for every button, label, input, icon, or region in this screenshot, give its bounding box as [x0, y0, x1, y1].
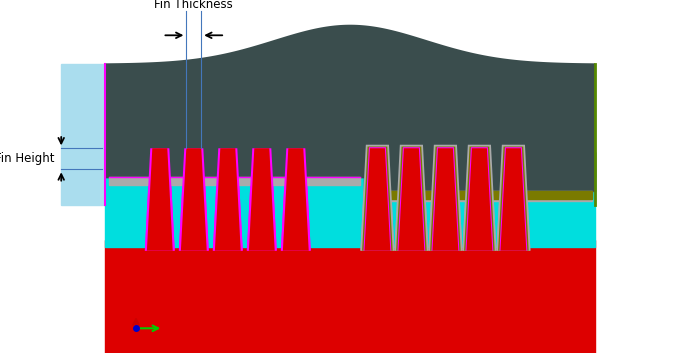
- Polygon shape: [249, 148, 275, 251]
- Polygon shape: [283, 148, 309, 251]
- Polygon shape: [364, 148, 390, 251]
- Polygon shape: [281, 146, 311, 251]
- Polygon shape: [466, 148, 492, 251]
- Bar: [105, 152, 364, 176]
- Bar: [105, 152, 357, 176]
- Polygon shape: [147, 148, 173, 251]
- Polygon shape: [213, 146, 243, 251]
- Polygon shape: [364, 148, 390, 251]
- Polygon shape: [432, 147, 460, 251]
- Bar: [364, 152, 595, 191]
- Polygon shape: [213, 148, 243, 251]
- Polygon shape: [428, 145, 462, 251]
- Polygon shape: [432, 148, 458, 251]
- Polygon shape: [362, 146, 392, 251]
- Polygon shape: [281, 148, 311, 251]
- Polygon shape: [247, 148, 277, 251]
- Polygon shape: [432, 147, 460, 251]
- Polygon shape: [499, 147, 528, 251]
- Polygon shape: [398, 148, 424, 251]
- Bar: [61, 64, 105, 205]
- Polygon shape: [247, 146, 277, 251]
- Polygon shape: [498, 146, 528, 251]
- Polygon shape: [181, 148, 207, 251]
- Bar: [109, 176, 360, 185]
- Polygon shape: [498, 146, 528, 251]
- Bar: [364, 191, 592, 199]
- Polygon shape: [465, 147, 493, 251]
- Polygon shape: [432, 148, 458, 251]
- Polygon shape: [105, 25, 595, 176]
- Text: Fin Height: Fin Height: [0, 152, 54, 165]
- Bar: [364, 191, 592, 201]
- Bar: [105, 169, 595, 247]
- Polygon shape: [145, 148, 175, 251]
- Polygon shape: [179, 148, 209, 251]
- Polygon shape: [362, 146, 393, 251]
- Bar: [105, 240, 595, 353]
- Polygon shape: [145, 146, 175, 251]
- Polygon shape: [398, 148, 424, 251]
- Polygon shape: [428, 145, 462, 251]
- Polygon shape: [465, 147, 493, 251]
- Polygon shape: [179, 146, 209, 251]
- Polygon shape: [464, 146, 494, 251]
- Polygon shape: [500, 148, 526, 251]
- Polygon shape: [396, 146, 426, 251]
- Polygon shape: [430, 146, 460, 251]
- Polygon shape: [499, 147, 528, 251]
- Polygon shape: [249, 148, 275, 251]
- Bar: [360, 152, 595, 176]
- Polygon shape: [466, 148, 492, 251]
- Polygon shape: [397, 147, 426, 251]
- Polygon shape: [147, 148, 173, 251]
- Polygon shape: [500, 148, 526, 251]
- Polygon shape: [496, 145, 530, 251]
- Polygon shape: [215, 148, 241, 251]
- Polygon shape: [364, 147, 392, 251]
- Polygon shape: [283, 148, 309, 251]
- Polygon shape: [215, 148, 241, 251]
- Polygon shape: [360, 145, 394, 251]
- Polygon shape: [430, 146, 461, 251]
- Polygon shape: [360, 145, 394, 251]
- Polygon shape: [462, 145, 496, 251]
- Polygon shape: [462, 145, 496, 251]
- Polygon shape: [364, 147, 392, 251]
- Polygon shape: [181, 148, 207, 251]
- Polygon shape: [396, 146, 427, 251]
- Polygon shape: [394, 145, 428, 251]
- Polygon shape: [394, 145, 428, 251]
- Polygon shape: [464, 146, 494, 251]
- Text: Fin Thickness: Fin Thickness: [154, 0, 233, 11]
- Polygon shape: [496, 145, 530, 251]
- Polygon shape: [397, 147, 426, 251]
